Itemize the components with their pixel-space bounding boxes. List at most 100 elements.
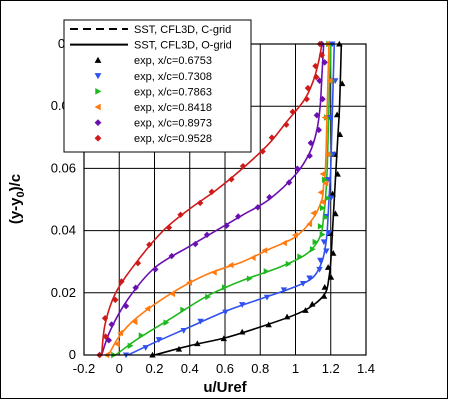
profile-curve-1: [154, 44, 343, 355]
data-marker: [142, 345, 149, 351]
data-marker: [283, 313, 291, 320]
data-marker: [205, 293, 211, 301]
data-marker: [208, 188, 215, 196]
data-marker: [322, 213, 329, 221]
data-marker: [307, 139, 315, 147]
data-marker: [263, 294, 271, 301]
data-marker: [101, 315, 109, 322]
data-marker: [194, 340, 201, 347]
data-marker: [222, 309, 229, 316]
data-marker: [316, 77, 323, 84]
data-marker: [312, 62, 319, 70]
data-marker: [220, 335, 227, 342]
data-marker: [306, 275, 313, 282]
data-marker: [223, 222, 230, 229]
data-marker: [146, 241, 153, 248]
data-marker: [332, 78, 339, 84]
data-marker: [175, 345, 183, 352]
y-tick-label: 0.06: [51, 160, 76, 175]
legend-marker-sample: [94, 103, 101, 111]
legend-marker-sample: [94, 56, 102, 63]
y-tick-label: 0: [69, 347, 76, 362]
x-tick-label: 0.4: [181, 361, 199, 376]
data-marker: [165, 224, 173, 231]
x-tick-labels: -0.2 0 0.2 0.4 0.6 0.8 1 1.2 1.4: [73, 361, 375, 376]
legend-marker-sample: [94, 119, 102, 126]
data-marker: [332, 210, 339, 217]
data-marker: [197, 318, 204, 325]
data-marker: [327, 274, 335, 280]
data-marker: [294, 165, 301, 172]
legend-marker-sample: [95, 88, 102, 95]
data-marker: [320, 239, 328, 246]
data-marker: [324, 177, 332, 183]
data-marker: [302, 307, 309, 313]
data-marker: [336, 131, 344, 138]
data-marker: [309, 300, 316, 307]
data-marker: [196, 199, 204, 207]
data-marker: [265, 321, 272, 328]
data-marker: [108, 321, 115, 328]
data-marker: [122, 302, 130, 310]
data-marker: [280, 287, 288, 294]
data-marker: [266, 194, 273, 201]
experiment-markers: [96, 40, 346, 359]
data-marker: [138, 332, 145, 339]
x-tick-label: 0.2: [145, 361, 163, 376]
data-marker: [313, 112, 321, 119]
data-marker: [324, 194, 331, 202]
legend-marker-sample: [94, 73, 102, 80]
data-marker: [291, 231, 298, 239]
legend-label: exp, x/c=0.7863: [134, 86, 212, 98]
data-marker: [227, 261, 234, 269]
data-marker: [134, 259, 142, 267]
data-marker: [310, 209, 317, 217]
data-marker: [235, 213, 242, 220]
x-tick-label: 1.4: [357, 361, 375, 376]
y-tick-label: 0.02: [51, 285, 76, 300]
data-marker: [319, 198, 326, 206]
data-marker: [239, 302, 246, 308]
data-marker: [152, 266, 159, 273]
data-marker: [306, 220, 313, 228]
legend-label: SST, CFL3D, O-grid: [134, 40, 232, 52]
data-marker: [180, 327, 187, 334]
data-marker: [249, 254, 256, 261]
data-marker: [228, 176, 235, 183]
data-marker: [326, 114, 334, 121]
data-marker: [203, 231, 211, 239]
data-marker: [169, 290, 176, 298]
data-marker: [192, 240, 199, 248]
legend-label: exp, x/c=0.8973: [134, 118, 212, 130]
data-marker: [131, 318, 138, 326]
data-marker: [329, 151, 337, 158]
data-marker: [316, 266, 323, 273]
legend-label: SST, CFL3D, C-grid: [134, 24, 231, 36]
data-marker: [327, 195, 335, 202]
x-axis-label: u/Uref: [203, 379, 247, 396]
data-marker: [186, 279, 192, 286]
x-tick-label: 0.6: [216, 361, 234, 376]
data-marker: [319, 95, 326, 103]
data-marker: [317, 189, 324, 196]
data-marker: [112, 296, 119, 304]
data-marker: [322, 180, 329, 187]
data-marker: [317, 223, 324, 230]
data-marker: [222, 284, 228, 291]
data-marker: [321, 283, 328, 290]
y-axis-label: (y-y0)/c: [7, 174, 27, 224]
data-marker: [263, 268, 270, 275]
data-marker: [254, 204, 262, 211]
data-marker: [113, 340, 120, 348]
data-marker: [322, 176, 328, 183]
data-marker: [289, 108, 296, 116]
data-marker: [324, 264, 332, 270]
data-marker: [320, 292, 328, 299]
data-marker: [329, 190, 336, 197]
data-marker: [285, 179, 293, 186]
data-marker: [321, 114, 328, 121]
legend-label: exp, x/c=0.8418: [134, 102, 212, 114]
data-marker: [177, 211, 184, 218]
legend-label: exp, x/c=0.9528: [134, 133, 212, 145]
